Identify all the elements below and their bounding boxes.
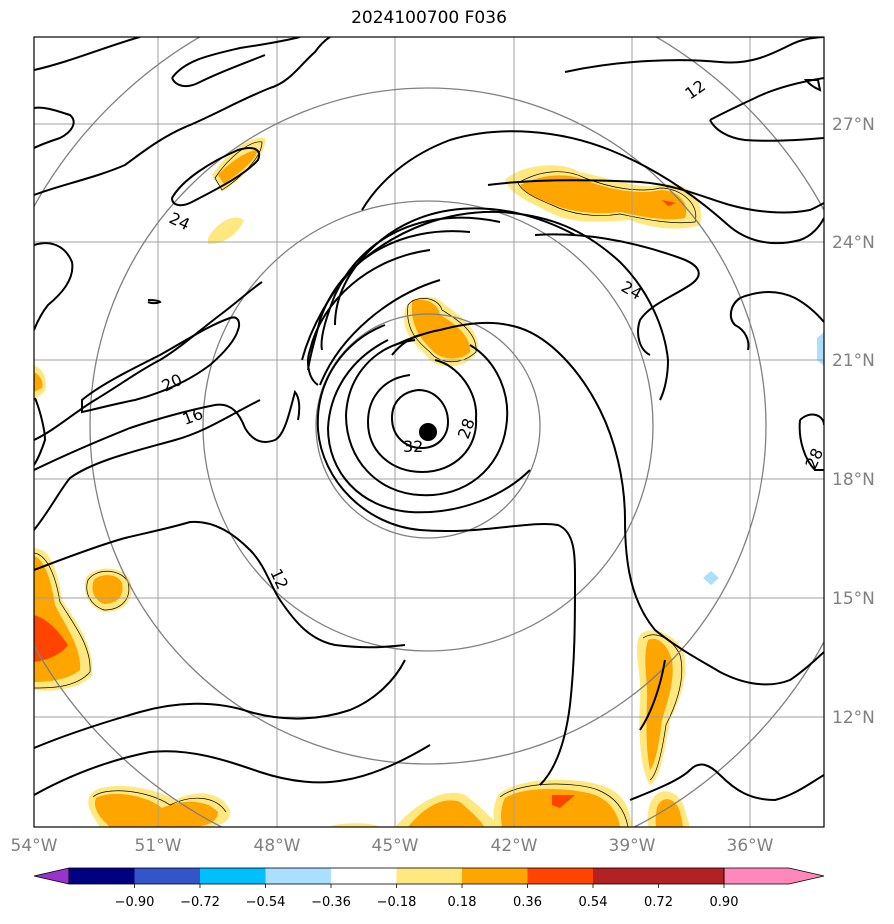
colorbar-segment (396, 868, 462, 884)
lon-label: 36°W (727, 836, 774, 856)
colorbar-segment (200, 868, 266, 884)
colorbar-tick-label: 0.90 (710, 895, 739, 910)
contour-label: 32 (403, 437, 423, 456)
lon-label: 45°W (372, 836, 419, 856)
lat-label: 27°N (832, 115, 875, 135)
colorbar-segment (331, 868, 397, 884)
colorbar-segment (134, 868, 200, 884)
colorbar-segment (593, 868, 659, 884)
lat-label: 24°N (832, 233, 875, 253)
colorbar-tick-label: −0.72 (180, 895, 220, 910)
map-frame (33, 36, 825, 828)
colorbar-tick-label: −0.18 (377, 895, 417, 910)
colorbar-extend-low (33, 867, 70, 885)
contour-label: 28 (801, 445, 827, 471)
colorbar-tick-label: −0.36 (311, 895, 351, 910)
colorbar-extend-high (723, 867, 825, 885)
shading-outlines (34, 141, 697, 827)
lon-label: 54°W (11, 836, 58, 856)
colorbar-segment (265, 868, 331, 884)
colorbar-segment (462, 868, 528, 884)
map-title: 2024100700 F036 (351, 8, 507, 28)
colorbar: −0.90 −0.72 −0.54 −0.36 −0.18 0.18 0.36 … (33, 867, 825, 910)
colorbar-tick-label: 0.36 (513, 895, 542, 910)
lon-label: 42°W (491, 836, 538, 856)
lat-label: 12°N (832, 708, 875, 728)
map-area: 12 24 24 20 16 12 28 32 28 (34, 37, 827, 827)
lat-label: 15°N (832, 589, 875, 609)
lon-label: 39°W (609, 836, 656, 856)
colorbar-segment (658, 868, 724, 884)
colorbar-segment (69, 868, 135, 884)
range-rings (34, 37, 824, 827)
colorbar-tick-label: 0.18 (448, 895, 477, 910)
colorbar-tick-label: 0.54 (579, 895, 608, 910)
lon-label: 48°W (254, 836, 301, 856)
lat-lon-grid (34, 37, 824, 827)
lat-label: 21°N (832, 351, 875, 371)
longitude-labels: 54°W 51°W 48°W 45°W 42°W 39°W 36°W (11, 836, 774, 856)
lat-label: 18°N (832, 470, 875, 490)
latitude-labels: 27°N 24°N 21°N 18°N 15°N 12°N (832, 115, 875, 728)
colorbar-tick-label: −0.90 (115, 895, 155, 910)
lon-label: 51°W (135, 836, 182, 856)
contour-lines (34, 37, 824, 802)
storm-center-marker (419, 423, 437, 441)
colorbar-tick-label: −0.54 (246, 895, 286, 910)
colorbar-tick-label: 0.72 (644, 895, 673, 910)
colorbar-segment (527, 868, 593, 884)
